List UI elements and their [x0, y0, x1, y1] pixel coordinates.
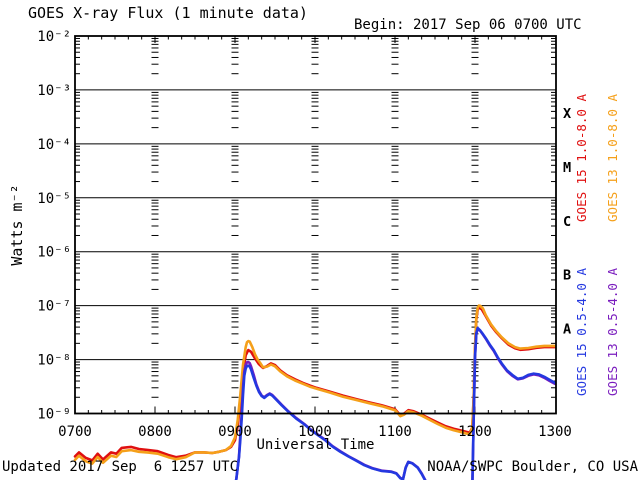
noaa-credit: NOAA/SWPC Boulder, CO USA	[427, 459, 638, 475]
x-tick-label: 0800	[138, 424, 172, 440]
y-tick-label: 10⁻⁹	[37, 407, 71, 423]
flare-class-label: X	[563, 106, 571, 122]
begin-time-label: Begin: 2017 Sep 06 0700 UTC	[354, 17, 582, 33]
series-goes-13-0-5-4-0-a	[234, 327, 557, 480]
x-tick-label: 0900	[218, 424, 252, 440]
x-tick-label: 0700	[58, 424, 92, 440]
y-tick-label: 10⁻²	[37, 29, 71, 45]
legend-goes-15-0-5-4-0-a: GOES 15 0.5-4.0 A	[574, 268, 589, 396]
x-tick-label: 1200	[458, 424, 492, 440]
x-axis-title: Universal Time	[256, 437, 375, 453]
y-tick-label: 10⁻⁵	[37, 191, 71, 207]
flare-class-label: A	[563, 322, 571, 338]
legend-goes-15-1-0-8-0-a: GOES 15 1.0-8.0 A	[574, 94, 589, 222]
x-tick-label: 1300	[538, 424, 572, 440]
legend-goes-13-1-0-8-0-a: GOES 13 1.0-8.0 A	[605, 94, 620, 222]
y-tick-label: 10⁻⁴	[37, 137, 71, 153]
chart-title: GOES X-ray Flux (1 minute data)	[28, 4, 308, 22]
updated-timestamp: Updated 2017 Sep 6 1257 UTC	[2, 459, 239, 475]
flare-class-label: B	[563, 268, 571, 284]
series-goes-13-1-0-8-0-a	[73, 304, 557, 465]
plot-border	[74, 35, 557, 415]
legend-goes-13-0-5-4-0-a: GOES 13 0.5-4.0 A	[605, 268, 620, 396]
y-tick-label: 10⁻⁶	[37, 245, 71, 261]
series-goes-15-0-5-4-0-a	[234, 326, 557, 480]
y-axis-title: Watts m⁻²	[8, 184, 26, 266]
y-tick-label: 10⁻⁷	[37, 299, 71, 315]
x-tick-label: 1100	[378, 424, 412, 440]
y-tick-label: 10⁻⁸	[37, 353, 71, 369]
flare-class-label: C	[563, 214, 571, 230]
x-tick-label: 1000	[298, 424, 332, 440]
flare-class-label: M	[563, 160, 571, 176]
y-tick-label: 10⁻³	[37, 83, 71, 99]
